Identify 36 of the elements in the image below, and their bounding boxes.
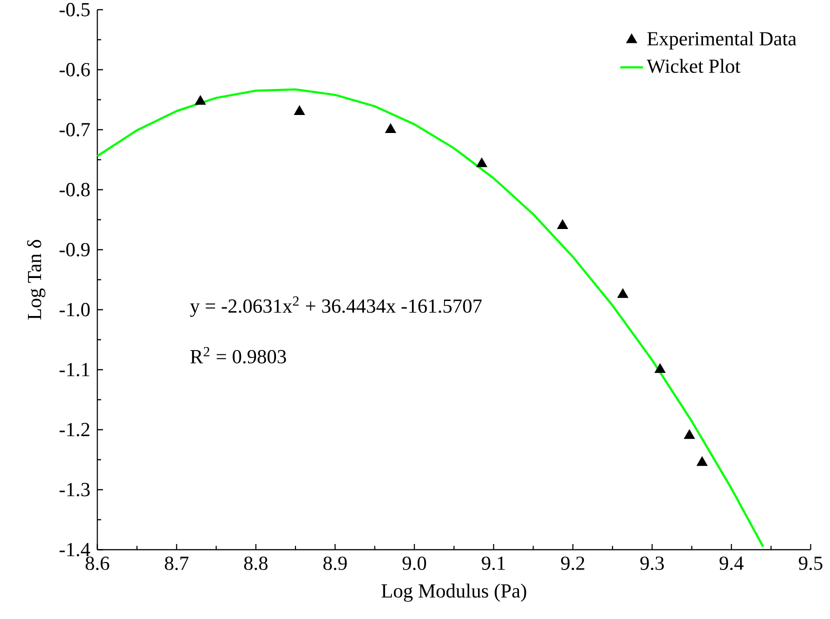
x-tick-label: 9.1 [482, 556, 505, 570]
point [294, 105, 305, 115]
point [476, 158, 488, 168]
point [684, 429, 695, 439]
y-tick-label: -0.7 [60, 122, 90, 136]
y-tick-label: -1.3 [60, 482, 90, 496]
legend-label: Experimental Data [647, 31, 796, 50]
y-axis-title: Log Tan δ [27, 240, 46, 320]
point [617, 288, 628, 298]
y-tick-label: -0.8 [60, 182, 90, 196]
y-tick-label: -1.2 [60, 422, 90, 436]
x-tick-label: 9.3 [640, 556, 664, 570]
annotation: y = -2.0631x$^{2}$ + 36.4434x -161.5707 [190, 296, 482, 317]
y-tick-label: -0.5 [60, 2, 90, 16]
x-tick-label: 9.5 [798, 556, 822, 570]
y-tick-label: -1.4 [60, 542, 90, 556]
x-tick-label: 8.7 [164, 556, 188, 570]
x-tick-label: 9.4 [720, 556, 744, 570]
x-tick-label: 9.0 [402, 556, 426, 570]
point [557, 219, 568, 229]
annotation: R$^{2}$ = 0.9803 [190, 347, 286, 364]
y-tick-label: -1.1 [60, 362, 90, 376]
y-tick-label: -0.9 [60, 242, 90, 256]
x-axis-title: Log Modulus (Pa) [382, 584, 526, 602]
x-tick-label: 8.9 [323, 556, 347, 570]
legend-label: Wicket Plot [646, 58, 740, 74]
x-tick-label: 8.6 [86, 556, 110, 570]
y-tick-label: -1.0 [60, 302, 90, 316]
point [194, 95, 206, 105]
y-tick-label: -0.6 [60, 62, 90, 76]
point [696, 456, 708, 466]
point [654, 363, 666, 373]
x-tick-label: 9.2 [561, 556, 584, 570]
line-series [96, 88, 764, 548]
x-tick-label: 8.8 [244, 556, 268, 570]
point [385, 123, 396, 133]
